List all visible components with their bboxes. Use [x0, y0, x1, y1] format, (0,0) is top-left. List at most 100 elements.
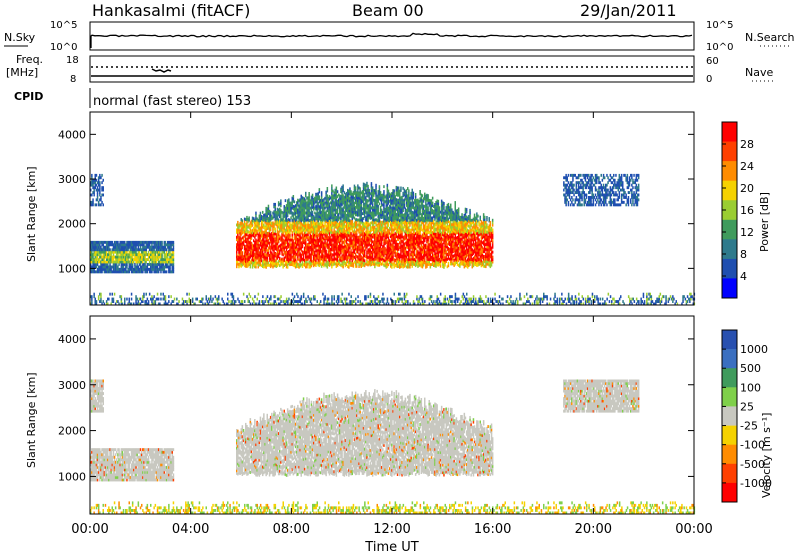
- power-range-gate-cell: [366, 223, 368, 227]
- power-range-gate-cell: [150, 245, 152, 249]
- power-range-gate-cell: [290, 204, 292, 207]
- power-range-gate-cell: [350, 251, 352, 255]
- power-range-gate-cell: [348, 246, 350, 249]
- power-range-gate-cell: [382, 223, 384, 226]
- power-range-gate-cell: [354, 237, 357, 241]
- power-range-gate-cell: [385, 194, 387, 198]
- power-range-gate-cell: [367, 238, 369, 242]
- power-range-gate-cell: [374, 250, 376, 254]
- power-range-gate-cell: [379, 208, 382, 212]
- power-range-gate-cell: [108, 240, 110, 244]
- power-range-gate-cell: [351, 224, 353, 228]
- power-range-gate-cell: [365, 247, 367, 251]
- power-range-gate-cell: [284, 243, 287, 247]
- power-range-gate-cell: [325, 252, 327, 255]
- power-range-gate-cell: [249, 245, 252, 249]
- power-range-gate-cell: [130, 265, 133, 269]
- power-range-gate-cell: [159, 267, 161, 271]
- power-range-gate-cell: [328, 256, 331, 260]
- power-range-gate-cell: [326, 243, 329, 247]
- power-range-gate-cell: [379, 220, 382, 224]
- power-range-gate-cell: [317, 261, 319, 264]
- power-range-gate-cell: [413, 199, 416, 202]
- power-range-gate-cell: [269, 257, 272, 261]
- power-range-gate-cell: [266, 239, 268, 243]
- power-range-gate-cell: [308, 214, 310, 217]
- power-range-gate-cell: [336, 241, 339, 245]
- power-range-gate-cell: [375, 186, 377, 190]
- power-range-gate-cell: [161, 243, 163, 247]
- power-range-gate-cell: [340, 244, 342, 247]
- power-range-gate-cell: [246, 247, 248, 251]
- power-range-gate-cell: [326, 196, 329, 200]
- power-range-gate-cell: [348, 256, 350, 259]
- power-range-gate-cell: [376, 231, 378, 235]
- power-range-gate-cell: [343, 257, 346, 261]
- power-range-gate-cell: [331, 186, 333, 190]
- power-range-gate-cell: [380, 216, 383, 219]
- power-range-gate-cell: [360, 262, 362, 266]
- power-range-gate-cell: [411, 210, 413, 214]
- power-range-gate-cell: [308, 251, 310, 254]
- power-range-gate-cell: [136, 267, 138, 271]
- power-range-gate-cell: [272, 228, 274, 232]
- power-range-gate-cell: [408, 221, 410, 225]
- power-range-gate-cell: [277, 252, 280, 256]
- power-range-gate-cell: [399, 231, 401, 235]
- noise-tick-high-right: 10^5: [706, 20, 733, 31]
- power-range-gate-cell: [361, 195, 364, 198]
- power-range-gate-cell: [407, 221, 409, 225]
- power-range-gate-cell: [350, 249, 352, 253]
- power-range-gate-cell: [392, 216, 394, 219]
- power-range-gate-cell: [336, 202, 339, 206]
- power-range-gate-cell: [344, 193, 347, 196]
- power-range-gate-cell: [344, 195, 347, 199]
- power-range-gate-cell: [405, 211, 408, 215]
- power-range-gate-cell: [368, 203, 370, 207]
- power-range-gate-cell: [172, 255, 175, 259]
- power-range-gate-cell: [305, 260, 307, 264]
- power-range-gate-cell: [279, 264, 281, 268]
- power-range-gate-cell: [262, 215, 264, 219]
- power-range-gate-cell: [302, 199, 305, 203]
- power-range-gate-cell: [340, 204, 342, 208]
- power-range-gate-cell: [394, 205, 396, 208]
- power-range-gate-cell: [259, 238, 262, 242]
- power-range-gate-cell: [125, 248, 127, 252]
- power-range-gate-cell: [360, 201, 362, 205]
- power-range-gate-cell: [416, 255, 418, 259]
- power-range-gate-cell: [283, 207, 285, 211]
- power-range-gate-cell: [266, 263, 268, 267]
- power-range-gate-cell: [113, 245, 116, 249]
- power-range-gate-cell: [400, 250, 402, 254]
- power-range-gate-cell: [310, 212, 313, 216]
- power-range-gate-cell: [370, 182, 373, 185]
- power-range-gate-cell: [405, 216, 408, 220]
- power-range-gate-cell: [410, 194, 412, 198]
- power-range-gate-cell: [310, 225, 313, 228]
- power-range-gate-cell: [333, 203, 335, 207]
- power-range-gate-cell: [277, 245, 280, 249]
- power-range-gate-cell: [145, 248, 147, 252]
- power-range-gate-cell: [275, 260, 278, 264]
- power-range-gate-cell: [292, 195, 295, 198]
- power-range-gate-cell: [105, 240, 108, 244]
- power-range-gate-cell: [285, 236, 288, 239]
- power-range-gate-cell: [294, 206, 297, 210]
- power-range-gate-cell: [301, 252, 304, 256]
- power-range-gate-cell: [391, 219, 393, 222]
- power-range-gate-cell: [91, 260, 93, 264]
- power-range-gate-cell: [400, 201, 402, 205]
- power-range-gate-cell: [343, 210, 346, 214]
- power-range-gate-cell: [409, 223, 411, 227]
- power-range-gate-cell: [94, 258, 96, 261]
- power-range-gate-cell: [343, 242, 346, 246]
- power-range-gate-cell: [296, 238, 298, 241]
- power-range-gate-cell: [401, 227, 403, 231]
- power-range-gate-cell: [310, 237, 313, 241]
- power-range-gate-cell: [377, 207, 379, 211]
- power-range-gate-cell: [313, 222, 315, 226]
- power-range-gate-cell: [260, 259, 263, 263]
- power-range-gate-cell: [303, 207, 306, 211]
- power-range-gate-cell: [383, 258, 385, 262]
